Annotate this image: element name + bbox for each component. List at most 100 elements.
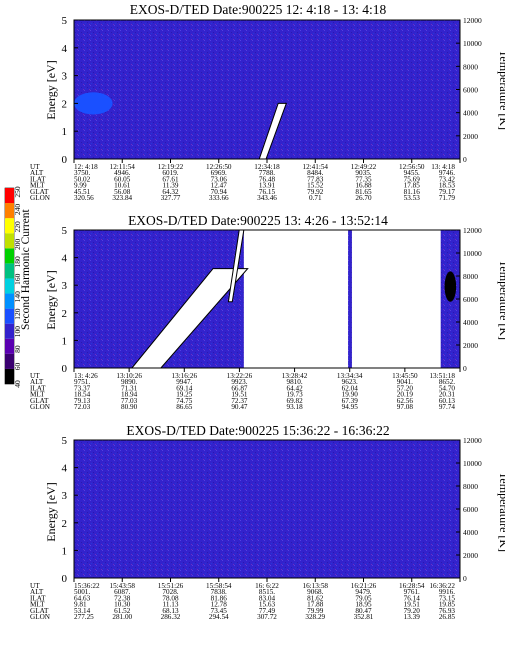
y2-tick-label: 8000 — [463, 482, 478, 491]
y2-axis-label: Temperature [K] — [497, 50, 505, 130]
table-row-label: GLAT — [30, 607, 49, 615]
table-cell: 9035. — [355, 169, 371, 177]
table-row-label: GLON — [30, 194, 51, 202]
colorbar-tick-label: 160 — [13, 273, 22, 285]
table-cell: 5001. — [74, 588, 90, 596]
table-cell: 16:36:22 — [429, 582, 455, 590]
table-cell: 77.03 — [121, 397, 138, 405]
table-cell: 76.15 — [259, 188, 276, 196]
table-cell: 17.88 — [307, 601, 324, 609]
table-cell: 66.87 — [231, 384, 248, 392]
table-cell: 70.94 — [211, 188, 228, 196]
y-tick-label: 0 — [62, 363, 68, 375]
table-cell: 13: 4:26 — [74, 372, 98, 380]
table-cell: 12.78 — [211, 601, 228, 609]
panel-2: EXOS-D/TED Date:900225 13: 4:26 - 13:52:… — [30, 213, 505, 411]
y2-tick-label: 4000 — [463, 109, 478, 118]
table-cell: 18.54 — [74, 391, 91, 399]
table-cell: 17.85 — [404, 182, 421, 190]
table-cell: 9923. — [231, 378, 247, 386]
y-axis-label: Energy [eV] — [44, 270, 58, 329]
table-cell: 16:13:58 — [302, 582, 328, 590]
table-cell: 81.65 — [355, 188, 372, 196]
table-cell: 12:56:50 — [399, 163, 425, 171]
y2-tick-label: 6000 — [463, 295, 478, 304]
spectrogram-noise — [74, 440, 460, 578]
y2-tick-label: 12000 — [463, 226, 482, 235]
table-row-label: GLAT — [30, 397, 49, 405]
table-cell: 80.47 — [355, 607, 372, 615]
table-cell: 343.46 — [257, 194, 277, 202]
colorbar-swatch — [5, 203, 14, 219]
table-cell: 76.14 — [404, 594, 421, 602]
table-cell: 9890. — [121, 378, 137, 386]
table-cell: 79.92 — [307, 188, 324, 196]
y-tick-label: 4 — [62, 253, 68, 265]
table-cell: 11.13 — [163, 601, 179, 609]
table-row-label: GLON — [30, 613, 51, 621]
table-cell: 9068. — [307, 588, 323, 596]
table-cell: 15:36:22 — [74, 582, 100, 590]
table-cell: 16:21:26 — [351, 582, 377, 590]
panel-1: EXOS-D/TED Date:900225 12: 4:18 - 13: 4:… — [30, 2, 505, 202]
table-cell: 76.93 — [439, 607, 456, 615]
colorbar-tick-label: 120 — [13, 308, 22, 320]
y-tick-label: 5 — [62, 15, 68, 27]
table-cell: 64.32 — [162, 188, 179, 196]
table-cell: 73.15 — [439, 594, 456, 602]
table-cell: 9623. — [342, 378, 358, 386]
table-cell: 9041. — [397, 378, 413, 386]
table-cell: 62.04 — [342, 384, 359, 392]
colorbar-label: Second Harmonic Current — [20, 208, 32, 330]
table-cell: 72.03 — [74, 403, 91, 411]
table-row-label: UT — [30, 372, 40, 380]
table-cell: 69.82 — [286, 397, 303, 405]
y-axis-label: Energy [eV] — [44, 482, 58, 541]
table-cell: 18.95 — [355, 601, 372, 609]
table-cell: 13.91 — [259, 182, 276, 190]
table-cell: 9810. — [286, 378, 302, 386]
y-tick-label: 4 — [62, 463, 68, 475]
table-cell: 16:28:54 — [399, 582, 425, 590]
table-cell: 62.56 — [397, 397, 414, 405]
y2-tick-label: 12000 — [463, 436, 482, 445]
table-row-label: ALT — [30, 378, 44, 386]
table-row-label: MLT — [30, 182, 45, 190]
table-cell: 6969. — [211, 169, 227, 177]
colorbar-tick-label: 220 — [13, 221, 22, 233]
spectrogram-data-gap — [351, 230, 441, 368]
y-tick-label: 1 — [62, 545, 68, 557]
table-cell: 323.84 — [112, 194, 132, 202]
panel-title: EXOS-D/TED Date:900225 12: 4:18 - 13: 4:… — [130, 2, 387, 17]
table-cell: 64.42 — [286, 384, 303, 392]
panel-3: EXOS-D/TED Date:900225 15:36:22 - 16:36:… — [30, 423, 505, 621]
table-cell: 77.35 — [355, 175, 372, 183]
y2-axis-label: Temperature [K] — [497, 260, 505, 340]
table-row-label: ALT — [30, 588, 44, 596]
colorbar-swatch — [5, 188, 14, 204]
table-cell: 20.31 — [439, 391, 456, 399]
table-cell: 8484. — [307, 169, 323, 177]
table-cell: 281.00 — [112, 613, 132, 621]
y-tick-label: 5 — [62, 435, 68, 447]
table-cell: 18.94 — [121, 391, 138, 399]
y2-tick-label: 8000 — [463, 62, 478, 71]
table-cell: 72.38 — [114, 594, 131, 602]
table-cell: 73.37 — [74, 384, 91, 392]
table-cell: 9455. — [404, 169, 420, 177]
y-tick-label: 1 — [62, 126, 68, 138]
table-cell: 15.63 — [259, 601, 276, 609]
colorbar-swatch — [5, 233, 14, 249]
table-cell: 13:22:26 — [227, 372, 253, 380]
table-cell: 73.42 — [439, 175, 456, 183]
table-cell: 79.20 — [404, 607, 421, 615]
table-cell: 9947. — [176, 378, 192, 386]
table-cell: 13:16:26 — [172, 372, 198, 380]
colorbar-tick-label: 250 — [13, 186, 22, 198]
table-cell: 9479. — [355, 588, 371, 596]
table-cell: 67.39 — [342, 397, 359, 405]
table-cell: 93.18 — [286, 403, 303, 411]
y2-tick-label: 2000 — [463, 341, 478, 350]
table-cell: 61.52 — [114, 607, 131, 615]
